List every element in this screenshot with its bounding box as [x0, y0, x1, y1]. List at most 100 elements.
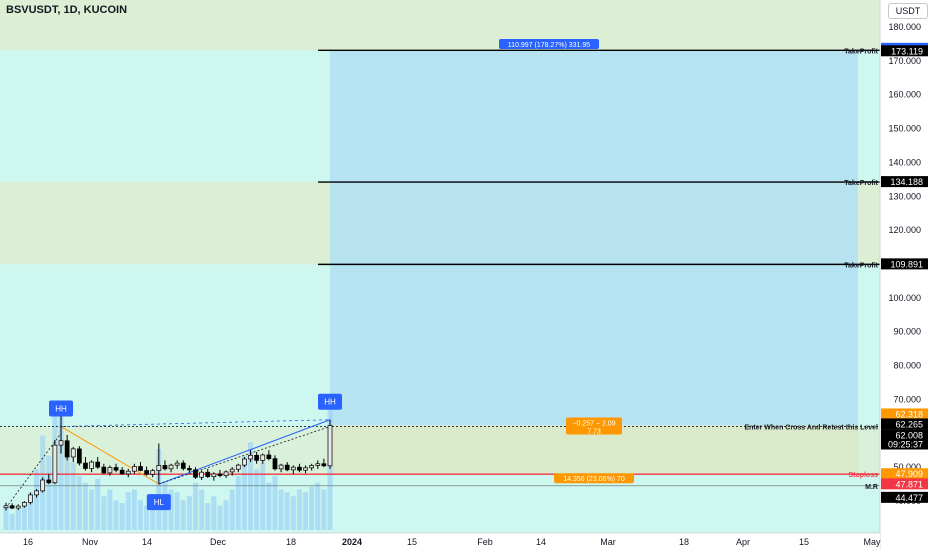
price-label-badge — [881, 491, 928, 503]
candle — [15, 505, 21, 509]
volume-bar — [199, 489, 205, 530]
candle — [248, 454, 253, 460]
price-label-badge — [881, 438, 928, 450]
y-tick-label: 140.000 — [888, 157, 921, 167]
volume-bar — [119, 503, 125, 530]
volume-bar — [9, 513, 15, 530]
candle — [211, 473, 217, 477]
candle — [321, 463, 327, 467]
candle — [223, 471, 229, 476]
candle — [272, 458, 278, 470]
candle — [101, 466, 107, 474]
candle — [46, 479, 52, 484]
y-tick-label: 100.000 — [888, 293, 921, 303]
stoploss-label: Stoploss — [848, 472, 878, 479]
x-tick-label: 14 — [142, 537, 152, 547]
candle — [284, 464, 290, 471]
currency-button[interactable]: USDT — [888, 3, 928, 19]
y-tick-label: 150.000 — [888, 124, 921, 134]
volume-bar — [15, 509, 21, 530]
candle — [64, 440, 70, 458]
volume-bar — [217, 505, 223, 530]
candle — [107, 467, 113, 474]
pivot-label: HH — [55, 405, 67, 414]
volume-bar — [235, 476, 241, 530]
volume-bar — [95, 478, 101, 530]
takeprofit-label: TakeProfit — [844, 180, 878, 187]
candle — [266, 454, 272, 460]
volume-bar — [70, 462, 76, 530]
target-badge — [499, 39, 599, 49]
takeprofit-label: TakeProfit — [844, 262, 878, 269]
candle — [40, 479, 46, 492]
candle — [242, 458, 247, 466]
candle — [3, 505, 9, 509]
candle — [89, 461, 94, 469]
volume-bar — [260, 462, 266, 530]
candle — [52, 444, 58, 484]
candle — [199, 471, 204, 478]
candle — [254, 454, 259, 461]
volume-bar — [309, 486, 315, 530]
x-tick-label: 18 — [286, 537, 296, 547]
volume-bar — [58, 408, 64, 530]
volume-bar — [168, 489, 174, 530]
entry-badge — [566, 417, 622, 435]
price-label: 09:25:37 — [888, 439, 923, 449]
x-tick-label: 14 — [536, 537, 546, 547]
candle — [278, 464, 284, 470]
x-tick-label: 18 — [679, 537, 689, 547]
price-axis[interactable] — [880, 0, 932, 550]
stop-badge — [554, 473, 634, 484]
candle — [174, 462, 180, 466]
price-label-badge — [881, 176, 928, 188]
volume-bar — [137, 500, 143, 530]
volume-bar — [174, 492, 180, 530]
x-tick-label: Apr — [736, 537, 750, 547]
y-tick-label: 50.000 — [893, 462, 921, 472]
price-label-badge — [881, 408, 928, 420]
volume-bar — [223, 500, 229, 530]
candle — [297, 466, 302, 471]
volume-bar — [125, 492, 131, 530]
zigzag-line — [158, 419, 331, 485]
time-axis[interactable] — [0, 533, 880, 550]
candle — [9, 505, 15, 509]
pivot-label: HL — [154, 498, 165, 507]
volume-bar — [321, 489, 327, 530]
candle — [58, 440, 64, 446]
volume-bar — [266, 482, 272, 530]
target-label: 110.997 (178.27%) 331.95 — [508, 42, 590, 49]
y-tick-label: 180.000 — [888, 22, 921, 32]
pivot-badge — [318, 393, 342, 410]
stop-label: 14.356 (23.06%) 70 — [563, 476, 625, 483]
volume-bar — [113, 500, 119, 530]
candle — [125, 470, 131, 475]
price-label-badge — [881, 429, 928, 441]
price-label-badge — [881, 468, 928, 480]
candle — [150, 470, 156, 475]
volume-bar — [131, 489, 137, 530]
price-label-badge — [881, 45, 928, 57]
profit-zone — [330, 49, 858, 426]
price-label: 109.891 — [890, 259, 923, 269]
entry-label-line1: −0.257 − 2.09 — [572, 420, 615, 427]
volume-bar — [193, 482, 199, 530]
trend-line — [61, 419, 331, 427]
y-tick-label: 120.000 — [888, 225, 921, 235]
volume-bar — [46, 455, 52, 530]
volume-bar — [107, 489, 113, 530]
y-tick-label: 170.000 — [888, 56, 921, 66]
x-tick-label: 2024 — [342, 537, 362, 547]
price-label-badge — [881, 258, 928, 270]
price-label: 134.188 — [890, 177, 923, 187]
candle — [77, 448, 82, 464]
x-tick-label: Feb — [477, 537, 493, 547]
volume-bar — [150, 496, 156, 530]
volume-bar — [229, 489, 235, 530]
entry-label-line2: 7.73 — [587, 428, 601, 435]
candle — [70, 448, 76, 458]
volume-bar — [89, 489, 95, 530]
volume-bar — [272, 476, 278, 530]
